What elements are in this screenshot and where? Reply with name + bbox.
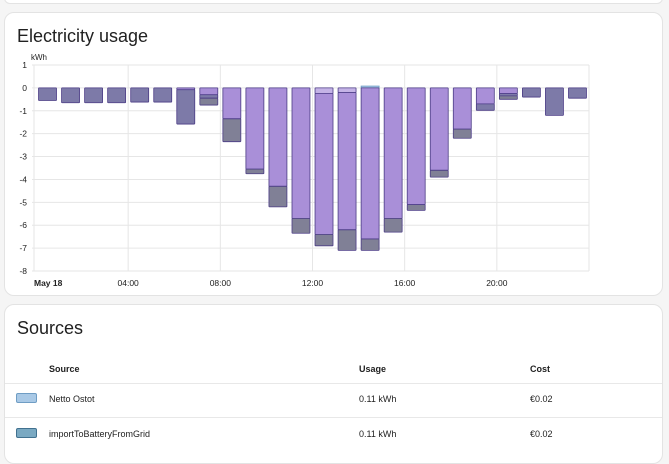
bar-segment [314, 92, 334, 235]
source-name: importToBatteryFromGrid [49, 429, 151, 439]
bar-segment [452, 128, 472, 139]
source-name: Netto Ostot [49, 394, 95, 404]
sources-table-header: Source Usage Cost [5, 357, 662, 383]
bar-segment [429, 87, 449, 171]
bar-segment [268, 185, 288, 208]
electricity-usage-card: Electricity usage 1 0 -1 -2 -3 -4 -5 -6 -7 -8 kWh M… [4, 12, 663, 296]
bar-segment [452, 87, 472, 130]
bar-segment [176, 89, 196, 125]
table-divider [5, 383, 662, 384]
bar-segment [222, 118, 242, 143]
x-tick-label: 20:00 [486, 278, 508, 288]
table-divider [5, 417, 662, 418]
bar-segment [522, 87, 541, 98]
source-color-swatch [16, 393, 37, 403]
bar-segment [199, 94, 219, 99]
bar-segment [383, 87, 403, 219]
y-tick-label: -3 [19, 152, 27, 162]
header-source[interactable]: Source [49, 364, 80, 374]
bar-segment [61, 87, 80, 104]
header-usage[interactable]: Usage [359, 364, 387, 374]
table-row[interactable]: importToBatteryFromGrid 0.11 kWh €0.02 [5, 422, 662, 448]
bar-segment [199, 87, 219, 96]
y-tick-label: 0 [22, 83, 27, 93]
bar-segment [406, 87, 426, 206]
y-tick-label: -1 [19, 106, 27, 116]
y-tick-label: -7 [19, 243, 27, 253]
bar-segment [429, 169, 449, 178]
bar-segment [498, 95, 518, 100]
bar-segment [291, 87, 311, 219]
source-usage: 0.11 kWh [359, 394, 397, 404]
x-tick-label: 08:00 [210, 278, 232, 288]
header-cost[interactable]: Cost [530, 364, 550, 374]
bar-segment [130, 87, 150, 103]
x-tick-label: May 18 [34, 278, 63, 288]
x-tick-label: 12:00 [302, 278, 324, 288]
y-axis-unit: kWh [31, 53, 47, 62]
y-tick-label: -8 [19, 266, 27, 276]
bar-segment [360, 87, 380, 240]
bar-segment [337, 87, 357, 93]
source-color-swatch [16, 428, 37, 438]
bar-segment [314, 87, 334, 94]
y-tick-label: -2 [19, 129, 27, 139]
bar-segment [222, 87, 242, 120]
source-cost: €0.02 [530, 394, 553, 404]
bar-segment [475, 103, 495, 111]
previous-card-edge [4, 0, 663, 4]
bar-segment [337, 229, 357, 251]
usage-card-title: Electricity usage [17, 26, 149, 46]
bar-segment [383, 217, 403, 233]
bar-segment [153, 87, 173, 103]
y-tick-label: -5 [19, 197, 27, 207]
usage-chart[interactable]: 1 0 -1 -2 -3 -4 -5 -6 -7 -8 kWh May 18 04:00 08:00 12:… [5, 13, 664, 297]
bar-segment [38, 87, 57, 101]
table-row[interactable]: Netto Ostot 0.11 kWh €0.02 [5, 387, 662, 413]
bar-segment [199, 97, 219, 106]
bar-segment [245, 87, 265, 170]
bar-segment [107, 87, 127, 104]
bar-segment [337, 92, 357, 231]
source-usage: 0.11 kWh [359, 429, 397, 439]
x-tick-label: 16:00 [394, 278, 416, 288]
y-tick-label: -4 [19, 174, 27, 184]
bar-segment [268, 87, 288, 187]
bar-segment [84, 87, 103, 104]
bar-segment [360, 238, 380, 251]
bar-segment [498, 87, 518, 95]
sources-card-title: Sources [17, 318, 84, 338]
source-cost: €0.02 [530, 429, 553, 439]
x-tick-label: 04:00 [118, 278, 140, 288]
bar-segment [314, 233, 334, 247]
y-tick-label: 1 [22, 60, 27, 70]
bar-segment [475, 87, 495, 105]
bar-segment [568, 87, 587, 99]
y-tick-label: -6 [19, 220, 27, 230]
bar-segment [406, 204, 426, 211]
bar-segment [291, 217, 311, 234]
sources-card: Sources Source Usage Cost Netto Ostot 0.… [4, 304, 663, 464]
bar-segment [545, 87, 564, 116]
bar-segment [245, 168, 265, 175]
